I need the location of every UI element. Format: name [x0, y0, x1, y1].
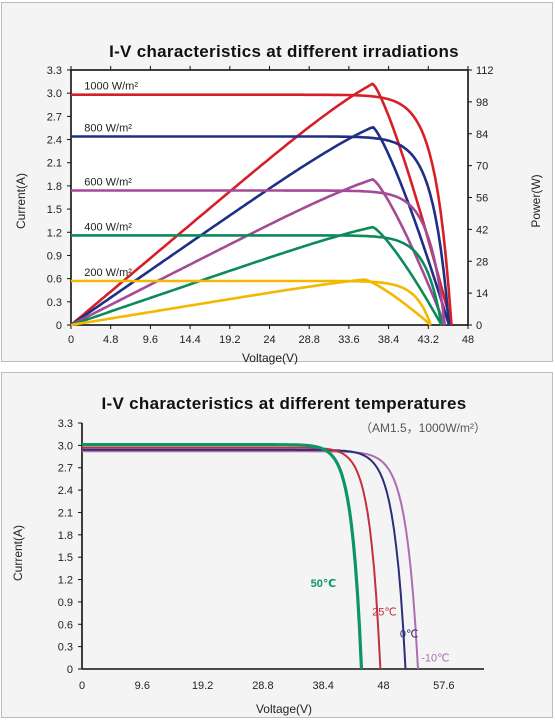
irradiance-chart-panel: I-V characteristics at different irradia…: [1, 2, 553, 365]
y-tick-label: 2.7: [58, 463, 73, 475]
x-tick-label: 33.6: [338, 334, 359, 346]
x-tick-label: 19.2: [219, 334, 240, 346]
x-tick-label: 9.6: [143, 334, 158, 346]
y-tick-label: 2.4: [58, 485, 73, 497]
y-tick-label: 1.8: [58, 530, 73, 542]
iv-curve: [71, 93, 453, 326]
y-tick-label: 2.7: [47, 111, 62, 123]
y-tick-label: 3.0: [58, 440, 73, 452]
y2-tick-label: 112: [476, 65, 494, 77]
iv-curve: [82, 448, 407, 670]
x-axis-label: Voltage(V): [242, 351, 298, 365]
x-tick-label: 57.6: [433, 680, 454, 692]
pv-curve: [70, 225, 443, 327]
y-axis-label: Current(A): [14, 173, 28, 229]
y-tick-label: 1.2: [58, 575, 73, 587]
chart-title: I-V characteristics at different irradia…: [109, 42, 459, 61]
y-tick-label: 1.5: [58, 552, 73, 564]
y-tick-label: 1.2: [47, 227, 62, 239]
x-tick-label: 38.4: [378, 334, 399, 346]
x-tick-label: 0: [79, 680, 85, 692]
pv-curve: [70, 278, 432, 327]
y-tick-label: 0.6: [47, 274, 62, 286]
x-tick-label: 38.4: [312, 680, 333, 692]
x-tick-label: 4.8: [103, 334, 118, 346]
chart-title: I-V characteristics at different tempera…: [102, 394, 467, 413]
x-axis-label: Voltage(V): [256, 702, 312, 716]
series-label: 1000 W/m²: [84, 81, 138, 93]
y2-tick-label: 28: [476, 256, 488, 268]
y-tick-label: 3.3: [58, 418, 73, 430]
series-label: 200 W/m²: [84, 267, 132, 279]
iv-curve: [82, 450, 419, 670]
y-tick-label: 0: [56, 320, 62, 332]
y-tick-label: 2.1: [47, 158, 62, 170]
x-tick-label: 24: [263, 334, 275, 346]
y-tick-label: 0.3: [58, 642, 73, 654]
y2-axis-label: Power(W): [529, 174, 543, 227]
temperature-chart-panel: I-V characteristics at different tempera…: [1, 372, 553, 718]
iv-curve: [82, 443, 364, 670]
y2-tick-label: 70: [476, 161, 488, 173]
x-tick-label: 48: [377, 680, 389, 692]
y-tick-label: 0.6: [58, 619, 73, 631]
irradiance-chart: I-V characteristics at different irradia…: [14, 42, 543, 365]
y-tick-label: 0.9: [47, 250, 62, 262]
series-label: 25℃: [372, 606, 397, 618]
y-tick-label: 1.5: [47, 204, 62, 216]
series-label: 50℃: [311, 578, 337, 590]
series-label: 600 W/m²: [84, 177, 132, 189]
y2-tick-label: 0: [476, 320, 482, 332]
x-tick-label: 0: [68, 334, 74, 346]
y-tick-label: 3.0: [47, 88, 62, 100]
chart-subtitle: （AM1.5，1000W/m²）: [360, 421, 486, 435]
x-tick-label: 43.2: [418, 334, 439, 346]
plot-frame: [70, 69, 469, 326]
x-tick-label: 14.4: [179, 334, 200, 346]
x-tick-label: 28.8: [252, 680, 273, 692]
series-label: -10℃: [421, 653, 449, 665]
y-tick-label: 0.9: [58, 597, 73, 609]
x-tick-label: 9.6: [135, 680, 150, 692]
y-tick-label: 2.4: [47, 135, 62, 147]
pv-curve: [70, 178, 447, 327]
series-label: 0℃: [400, 629, 418, 641]
pv-curve: [70, 82, 453, 326]
iv-curve: [71, 234, 443, 326]
y-tick-label: 0.3: [47, 297, 62, 309]
y2-tick-label: 42: [476, 224, 488, 236]
temperature-chart: I-V characteristics at different tempera…: [11, 394, 486, 716]
y2-tick-label: 56: [476, 193, 488, 205]
x-tick-label: 48: [462, 334, 474, 346]
y2-tick-label: 98: [476, 97, 488, 109]
x-tick-label: 19.2: [192, 680, 213, 692]
y2-tick-label: 14: [476, 288, 488, 300]
iv-curve: [71, 135, 451, 326]
series-label: 400 W/m²: [84, 221, 132, 233]
y-tick-label: 2.1: [58, 507, 73, 519]
x-tick-label: 28.8: [298, 334, 319, 346]
y-tick-label: 0: [67, 664, 73, 676]
iv-curve: [82, 446, 382, 670]
y-tick-label: 1.8: [47, 181, 62, 193]
series-label: 800 W/m²: [84, 122, 132, 134]
y-axis-label: Current(A): [11, 525, 25, 581]
y2-tick-label: 84: [476, 129, 488, 141]
y-tick-label: 3.3: [47, 65, 62, 77]
